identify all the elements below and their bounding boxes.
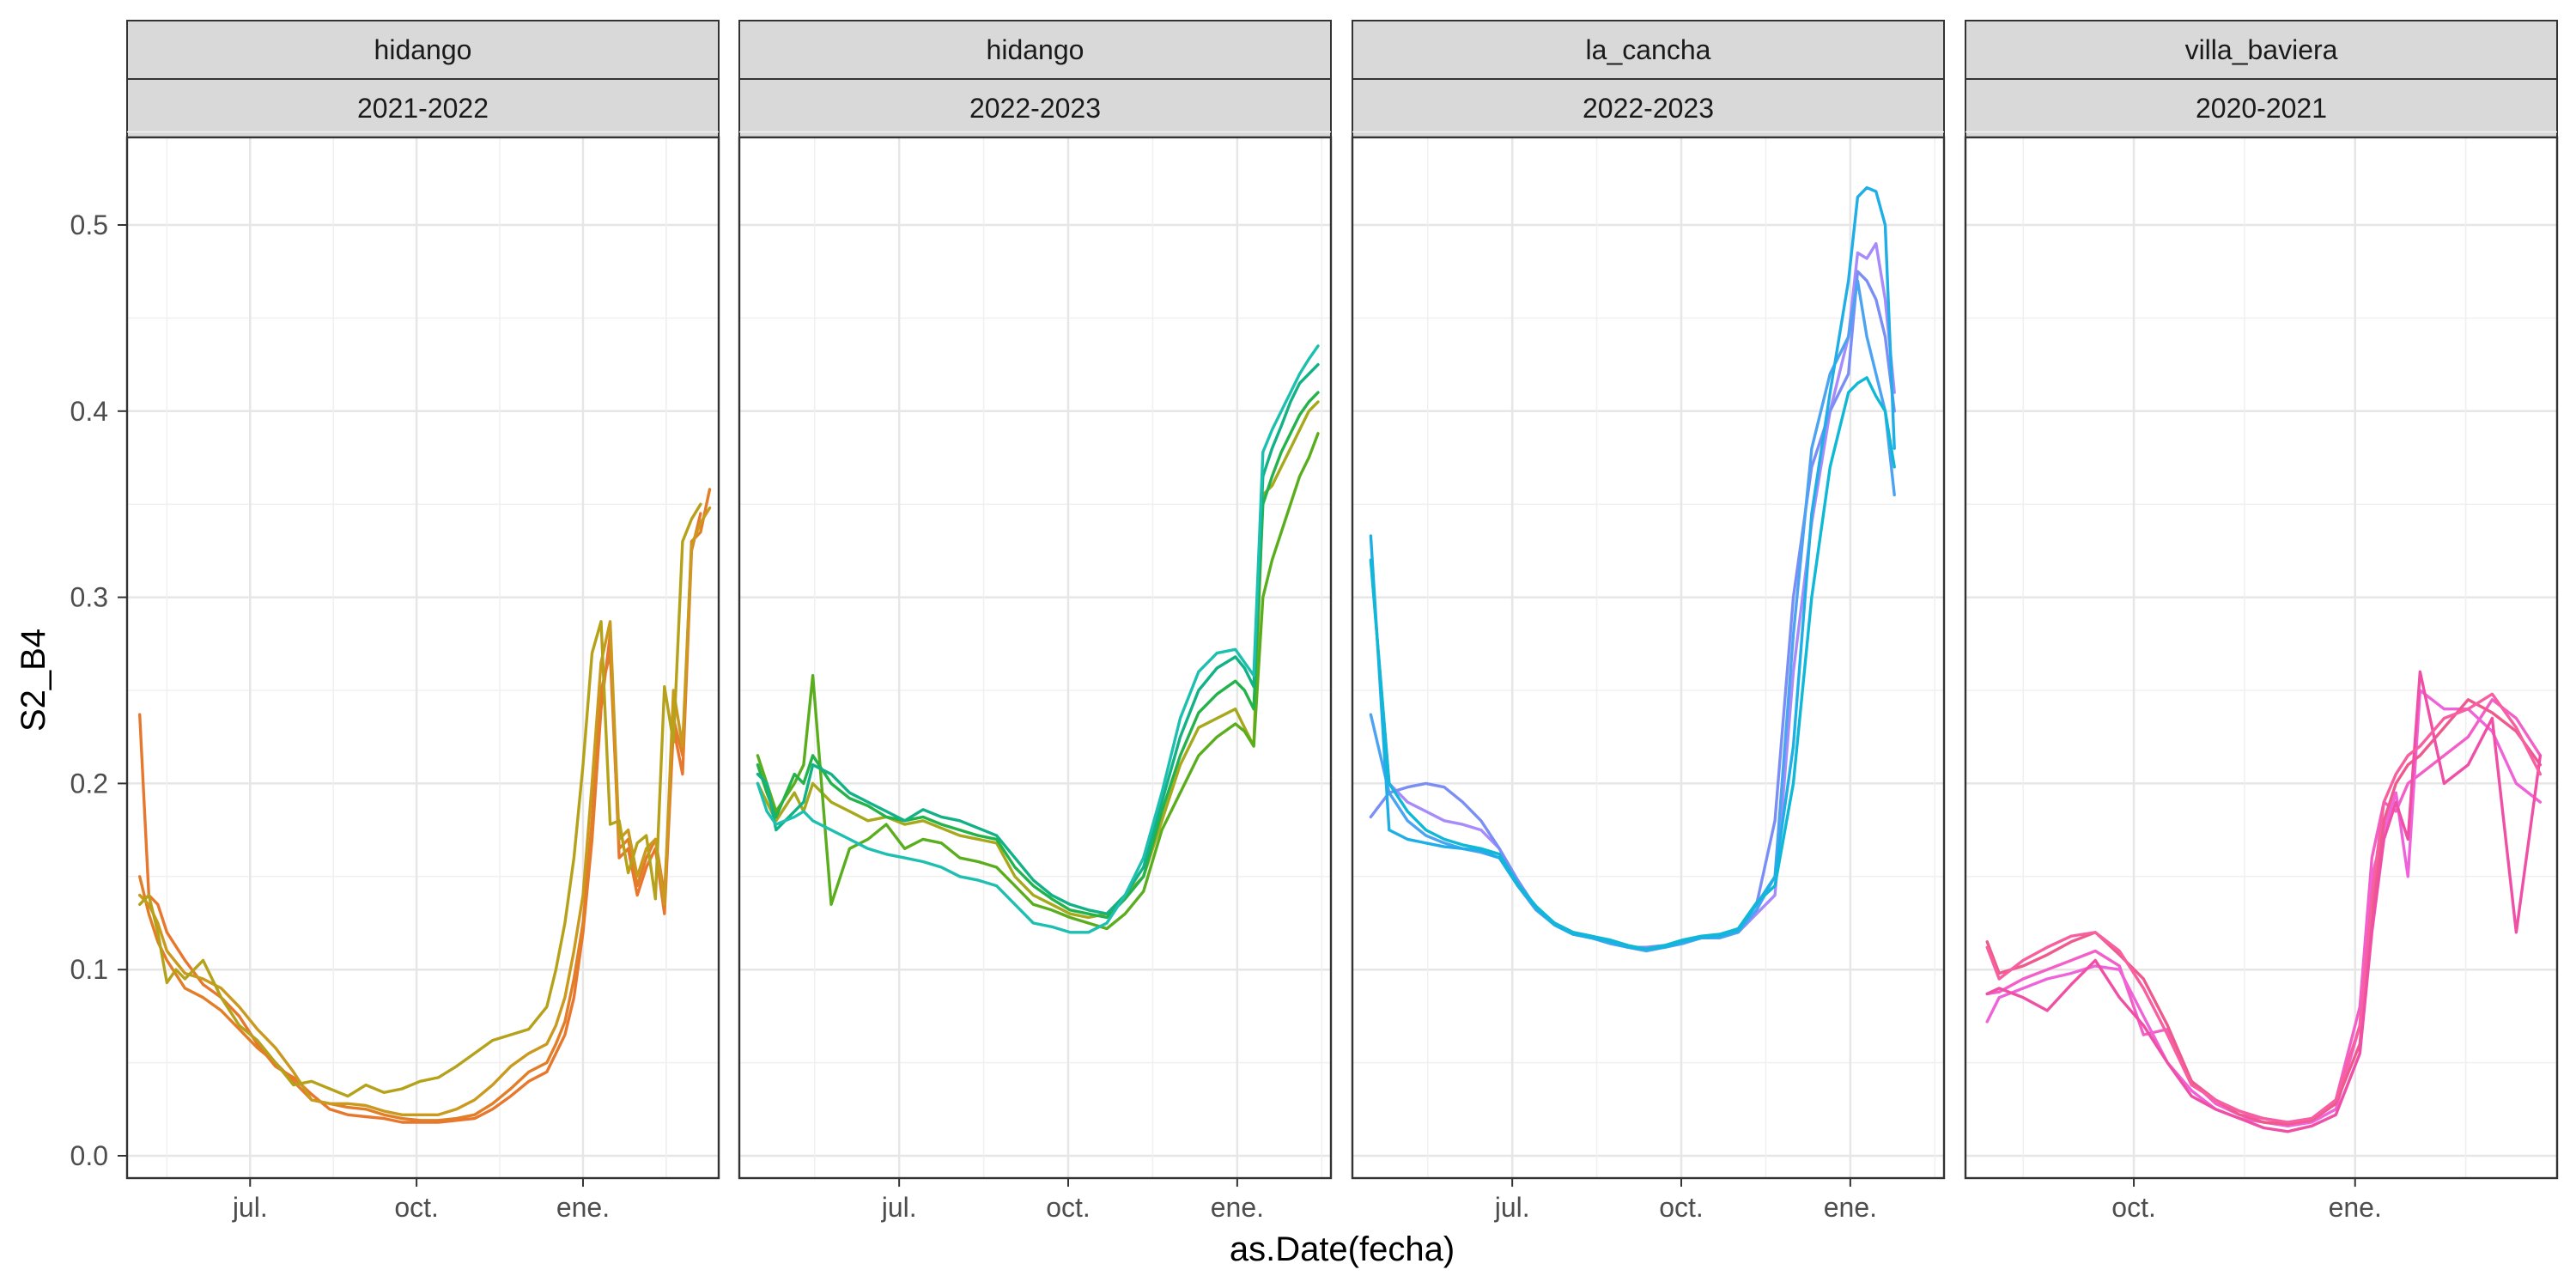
panel-background [1965,137,2557,1178]
facet-strip-top-label: hidango [987,34,1084,65]
y-axis-title-group: S2_B4 [15,629,52,732]
y-tick-label: 0.5 [70,210,108,240]
panel-background [1352,137,1944,1178]
x-axis-title: as.Date(fecha) [1230,1230,1455,1268]
series-line [138,512,702,1124]
facet-panels: hidango 2021-2022 jul. oct. ene. hidango 2022-… [125,20,2559,1223]
y-tick-label: 0.3 [70,582,108,613]
facet-strip-bottom [1965,78,2558,138]
facet-strip-bottom-label: 2020-2021 [2196,93,2327,124]
facet-strip-bottom-label: 2022-2023 [1583,93,1714,124]
y-tick-label: 0.2 [70,768,108,799]
facet-strip-bottom-label: 2021-2022 [357,93,489,124]
facet-strip-bottom [1352,78,1945,138]
facet-panel: villa_baviera 2020-2021 oct. ene. [1964,20,2559,1223]
facet-strip-top [126,20,720,80]
facet-panel: hidango 2022-2023 jul. oct. ene. [738,20,1333,1223]
x-tick-label: oct. [394,1192,439,1223]
x-tick-label: ene. [1211,1192,1264,1223]
series-line [138,488,712,1122]
y-tick-label: 0.4 [70,396,108,427]
y-tick-label: 0.1 [70,954,108,985]
x-tick-label: jul. [1494,1192,1530,1223]
y-tick-label: 0.0 [70,1140,108,1171]
facet-strip-bottom [738,78,1332,138]
facet-strip-top [1352,20,1945,80]
facet-panel: hidango 2021-2022 jul. oct. ene. [125,20,720,1223]
facet-strip-top-label: hidango [374,34,472,65]
panel-border [1964,136,2559,1180]
panel-border [125,136,720,1180]
series-line [756,432,1320,931]
y-axis-ticks: 0.0 0.1 0.2 0.3 0.4 0.5 [70,210,127,1171]
series-line [1985,692,2543,1124]
x-tick-label: oct. [1659,1192,1704,1223]
x-tick-label: oct. [2111,1192,2156,1223]
facet-strip-top-label: la_cancha [1586,34,1711,65]
facet-strip-bottom-label: 2022-2023 [969,93,1101,124]
series-line [1985,670,2543,1133]
series-line [1369,376,1896,951]
panel-border [1351,136,1946,1180]
x-tick-label: ene. [556,1192,610,1223]
panel-border [738,136,1333,1180]
facet-panel: la_cancha 2022-2023 jul. oct. ene. [1351,20,1946,1223]
y-axis-title: S2_B4 [15,629,52,732]
facet-strip-top-label: villa_baviera [2185,34,2338,65]
panel-background [127,137,719,1178]
x-tick-label: jul. [232,1192,268,1223]
facet-strip-top [738,20,1332,80]
series-line [138,506,712,1116]
x-tick-label: ene. [2329,1192,2382,1223]
series-line [1985,689,2543,1127]
x-tick-label: jul. [881,1192,917,1223]
series-line [1985,698,2543,1126]
series-line [138,502,702,1098]
x-tick-label: oct. [1046,1192,1091,1223]
facet-strip-bottom [126,78,720,138]
x-tick-label: ene. [1824,1192,1877,1223]
series-line [756,344,1320,934]
